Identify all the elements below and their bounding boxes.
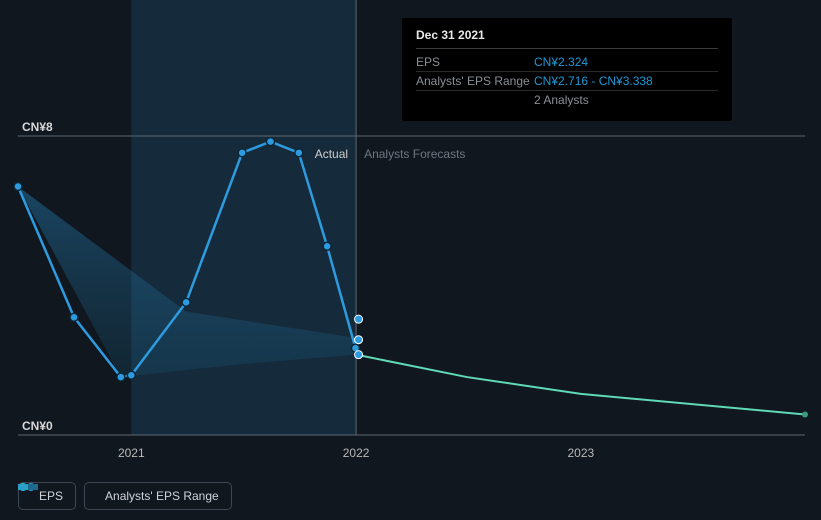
legend: EPS Analysts' EPS Range (18, 482, 232, 510)
tooltip: Dec 31 2021 EPSCN¥2.324Analysts' EPS Ran… (402, 18, 732, 121)
eps-point[interactable] (238, 149, 246, 157)
y-axis-label-top: CN¥8 (22, 120, 53, 134)
tooltip-value: 2 Analysts (534, 93, 589, 107)
eps-point[interactable] (117, 373, 125, 381)
legend-label: Analysts' EPS Range (105, 489, 219, 503)
forecast-marker[interactable] (355, 336, 363, 344)
eps-point[interactable] (70, 313, 78, 321)
tooltip-key: Analysts' EPS Range (416, 74, 534, 88)
y-axis-label-bottom: CN¥0 (22, 419, 53, 433)
eps-point[interactable] (14, 182, 22, 190)
tooltip-value: CN¥2.324 (534, 55, 588, 69)
tooltip-value: CN¥2.716 - CN¥3.338 (534, 74, 653, 88)
x-tick: 2023 (567, 446, 594, 460)
tooltip-key: EPS (416, 55, 534, 69)
forecast-marker[interactable] (355, 315, 363, 323)
x-tick: 2022 (343, 446, 370, 460)
eps-point[interactable] (295, 149, 303, 157)
tooltip-row: Analysts' EPS RangeCN¥2.716 - CN¥3.338 (416, 72, 718, 91)
legend-item[interactable]: Analysts' EPS Range (84, 482, 232, 510)
forecast-line[interactable] (356, 355, 805, 415)
x-tick: 2021 (118, 446, 145, 460)
eps-point[interactable] (182, 298, 190, 306)
eps-chart: CN¥8 CN¥0 Actual Analysts Forecasts 2021 2022… (0, 0, 821, 520)
tooltip-row: EPSCN¥2.324 (416, 53, 718, 72)
tooltip-key (416, 93, 534, 107)
tooltip-title: Dec 31 2021 (416, 28, 718, 49)
legend-label: EPS (39, 489, 63, 503)
eps-point[interactable] (323, 242, 331, 250)
region-label-actual: Actual (315, 147, 348, 161)
forecast-marker[interactable] (355, 351, 363, 359)
eps-point[interactable] (266, 138, 274, 146)
region-label-forecast: Analysts Forecasts (364, 147, 465, 161)
eps-point[interactable] (127, 371, 135, 379)
forecast-end-point (802, 411, 808, 417)
tooltip-row: 2 Analysts (416, 91, 718, 109)
